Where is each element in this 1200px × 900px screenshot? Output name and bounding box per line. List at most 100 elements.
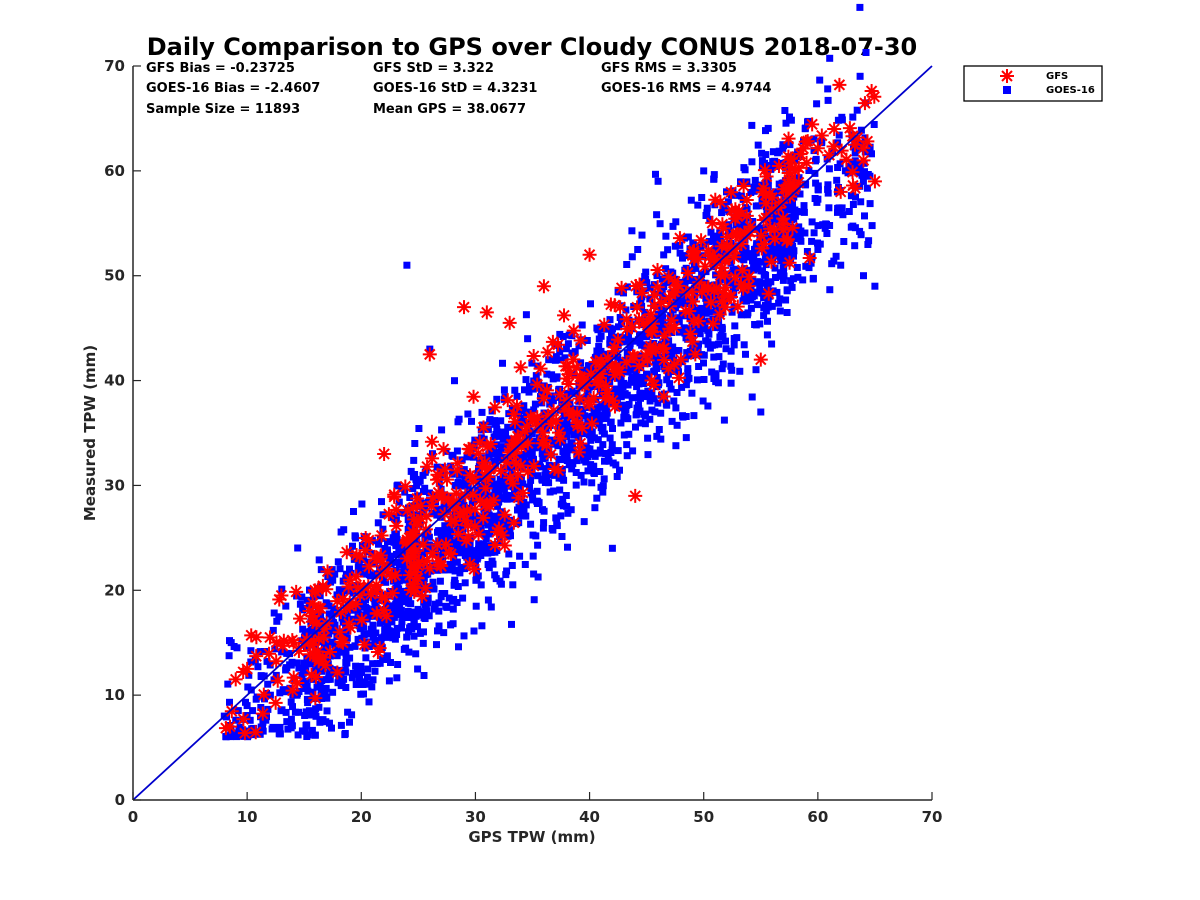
- goes16-point: [329, 576, 337, 584]
- goes16-point: [503, 495, 511, 503]
- goes16-point: [775, 237, 783, 245]
- goes16-point: [323, 694, 331, 702]
- goes16-point: [295, 688, 303, 696]
- gfs-point: [268, 695, 283, 710]
- goes16-point: [861, 212, 868, 220]
- goes16-point: [620, 289, 627, 297]
- goes16-point: [396, 600, 404, 608]
- goes16-point: [462, 478, 470, 486]
- goes16-point: [342, 644, 350, 651]
- y-tick-label: 60: [104, 162, 125, 180]
- goes16-point: [375, 540, 383, 548]
- goes16-point: [468, 555, 476, 563]
- goes16-point: [824, 189, 832, 197]
- goes16-point: [400, 565, 408, 573]
- goes16-point: [528, 359, 536, 367]
- goes16-point: [805, 264, 813, 272]
- goes16-point: [823, 155, 831, 163]
- goes16-point: [651, 367, 658, 375]
- goes16-point: [284, 725, 292, 733]
- goes16-point: [364, 610, 372, 618]
- goes16-point: [479, 488, 487, 496]
- y-tick-label: 20: [104, 581, 125, 599]
- y-tick-label: 50: [104, 267, 125, 285]
- goes16-point: [342, 659, 350, 666]
- goes16-point: [400, 645, 408, 653]
- goes16-point: [738, 247, 746, 255]
- goes16-point: [682, 264, 690, 272]
- goes16-point: [394, 577, 402, 585]
- goes16-point: [409, 485, 417, 492]
- goes16-point: [702, 309, 710, 317]
- goes16-point: [722, 337, 729, 345]
- gfs-point: [685, 294, 700, 309]
- gfs-point: [764, 202, 779, 217]
- goes16-point: [273, 617, 281, 625]
- goes16-point: [400, 573, 408, 580]
- goes16-point: [302, 678, 310, 686]
- goes16-point: [760, 312, 768, 320]
- goes16-point: [590, 469, 598, 477]
- goes16-point: [545, 356, 553, 364]
- gfs-point: [526, 458, 541, 473]
- goes16-point: [502, 428, 510, 436]
- goes16-point: [301, 685, 309, 692]
- goes16-point: [739, 297, 747, 305]
- goes16-point: [555, 386, 563, 394]
- goes16-point: [557, 512, 565, 520]
- goes16-point: [540, 519, 548, 527]
- gfs-point: [718, 252, 733, 267]
- goes16-point: [628, 373, 636, 381]
- goes16-point: [505, 550, 513, 558]
- goes16-point: [233, 733, 241, 741]
- gfs-point: [785, 220, 800, 235]
- gfs-point: [488, 537, 503, 552]
- goes16-point: [724, 198, 732, 206]
- goes16-point: [473, 555, 481, 563]
- goes16-point: [311, 731, 319, 739]
- goes16-point: [686, 349, 693, 357]
- goes16-point: [435, 537, 443, 545]
- goes16-point: [447, 462, 455, 470]
- goes16-point: [496, 480, 503, 488]
- goes16-point: [622, 406, 630, 414]
- goes16-point: [816, 240, 824, 248]
- gfs-point: [431, 485, 446, 500]
- goes16-point: [430, 605, 438, 613]
- goes16-point: [521, 386, 528, 394]
- gfs-point: [415, 589, 430, 604]
- goes16-point: [331, 621, 339, 629]
- goes16-point: [780, 257, 788, 265]
- gfs-point: [557, 308, 572, 323]
- gfs-point: [290, 675, 305, 690]
- goes16-point: [478, 547, 486, 555]
- goes16-point: [823, 230, 831, 237]
- goes16-point: [296, 600, 304, 608]
- goes16-point: [857, 198, 865, 206]
- goes16-point: [522, 512, 530, 520]
- goes16-point: [620, 431, 628, 439]
- goes16-point: [727, 379, 735, 387]
- goes16-point: [317, 566, 325, 574]
- gfs-point: [369, 583, 384, 598]
- goes16-point: [534, 573, 542, 581]
- gfs-point: [373, 548, 388, 563]
- goes16-point: [789, 275, 797, 283]
- gfs-point: [457, 513, 472, 528]
- goes16-point: [776, 295, 784, 303]
- goes16-point: [771, 264, 779, 272]
- goes16-point: [789, 199, 796, 207]
- goes16-point: [471, 436, 479, 444]
- gfs-point: [302, 604, 317, 619]
- goes16-point: [555, 393, 563, 401]
- gfs-point: [361, 559, 376, 574]
- goes16-point: [623, 261, 631, 268]
- gfs-point: [338, 600, 353, 615]
- goes16-point: [376, 534, 384, 542]
- goes16-point: [249, 707, 257, 715]
- gfs-point: [553, 387, 568, 402]
- goes16-point: [366, 571, 373, 579]
- gfs-point: [625, 320, 640, 335]
- goes16-point: [780, 250, 788, 258]
- goes16-point: [632, 368, 640, 375]
